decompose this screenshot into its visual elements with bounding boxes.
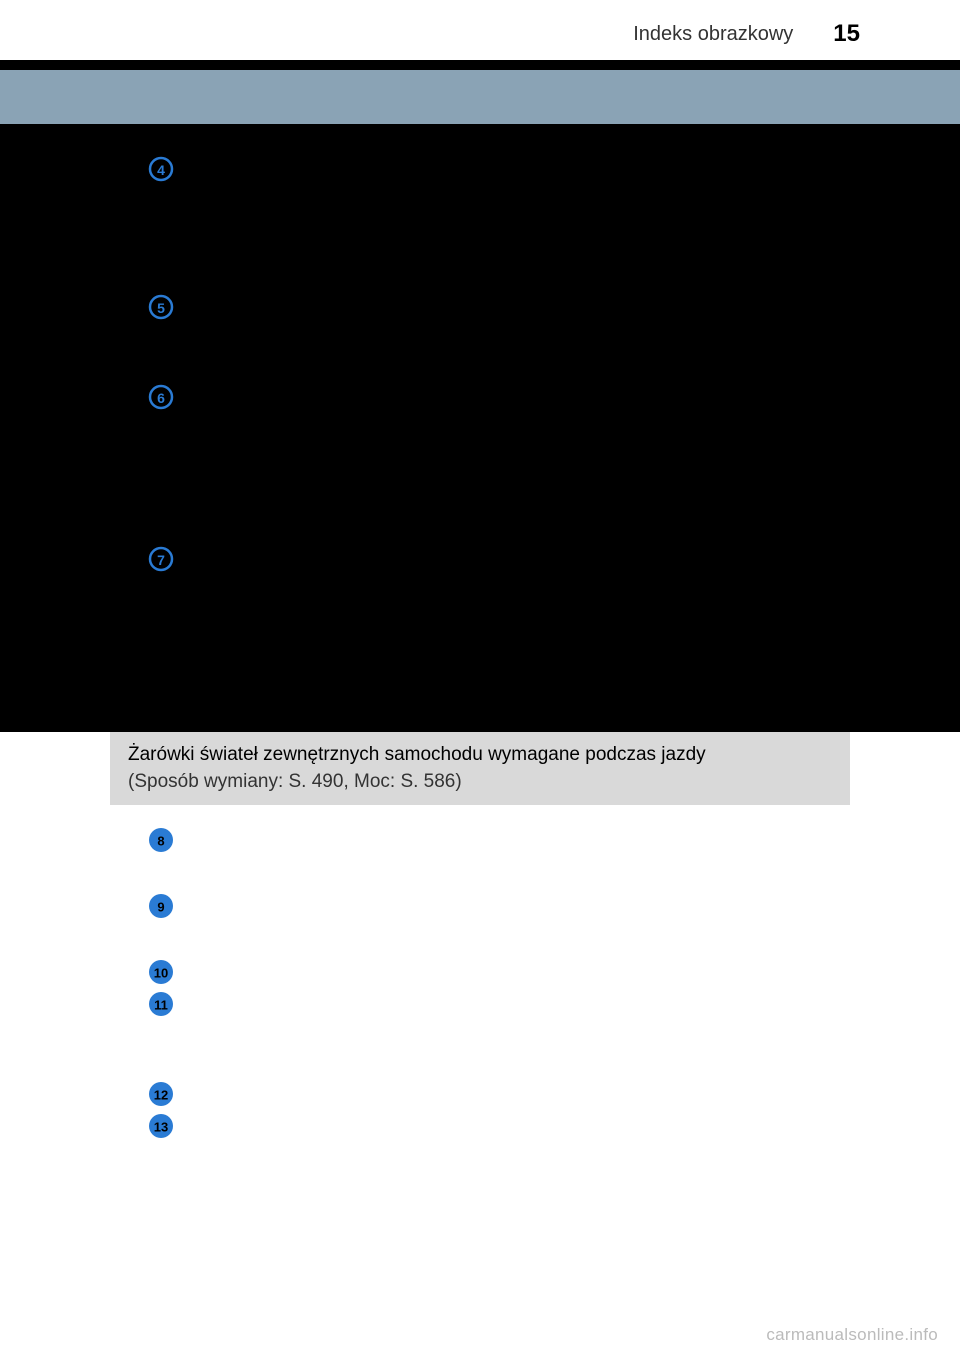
list-item: 5	[148, 292, 850, 320]
info-box-title: Żarówki świateł zewnętrznych samochodu w…	[128, 742, 832, 769]
item-text	[188, 1111, 850, 1137]
section-blue-bar	[0, 70, 960, 124]
list-item: 12	[148, 1079, 850, 1107]
info-box-subtitle: (Sposób wymiany: S. 490, Moc: S. 586)	[128, 769, 832, 796]
svg-text:5: 5	[157, 300, 165, 316]
svg-text:7: 7	[157, 552, 165, 568]
item-text	[188, 1079, 850, 1105]
svg-text:11: 11	[154, 998, 168, 1013]
sub-lines	[188, 1021, 850, 1069]
svg-text:4: 4	[157, 162, 165, 178]
badge-7-icon: 7	[148, 546, 174, 572]
sub-lines	[188, 414, 850, 534]
list-item: 6	[148, 382, 850, 410]
svg-text:12: 12	[154, 1088, 168, 1103]
top-content-region: 4 5 6 7	[0, 124, 960, 732]
sub-lines	[188, 576, 850, 648]
list-item: 7	[148, 544, 850, 572]
bottom-content-region: 8 9 10 11 12	[0, 805, 960, 1163]
sub-lines	[188, 857, 850, 881]
page-header: Indeks obrazkowy 15	[0, 0, 960, 60]
item-text	[188, 154, 850, 180]
badge-11-icon: 11	[148, 991, 174, 1017]
badge-9-icon: 9	[148, 893, 174, 919]
list-item: 10	[148, 957, 850, 985]
svg-text:9: 9	[157, 900, 164, 915]
badge-6-icon: 6	[148, 384, 174, 410]
watermark-text: carmanualsonline.info	[766, 1325, 938, 1345]
badge-13-icon: 13	[148, 1113, 174, 1139]
svg-text:8: 8	[157, 834, 164, 849]
list-item: 8	[148, 825, 850, 853]
list-item: 4	[148, 154, 850, 182]
sub-lines	[188, 923, 850, 947]
item-text	[188, 544, 850, 570]
badge-8-icon: 8	[148, 827, 174, 853]
divider-black	[0, 60, 960, 70]
list-item: 11	[148, 989, 850, 1017]
sub-lines	[188, 324, 850, 372]
list-item: 13	[148, 1111, 850, 1139]
svg-text:6: 6	[157, 390, 165, 406]
item-text	[188, 825, 850, 851]
item-text	[188, 989, 850, 1015]
header-title: Indeks obrazkowy	[633, 23, 793, 46]
page-number: 15	[833, 20, 860, 48]
item-text	[188, 292, 850, 318]
item-text	[188, 382, 850, 408]
badge-4-icon: 4	[148, 156, 174, 182]
svg-text:10: 10	[154, 966, 168, 981]
info-box: Żarówki świateł zewnętrznych samochodu w…	[110, 732, 850, 805]
badge-10-icon: 10	[148, 959, 174, 985]
list-item: 9	[148, 891, 850, 919]
sub-lines	[188, 186, 850, 282]
item-text	[188, 957, 850, 983]
badge-5-icon: 5	[148, 294, 174, 320]
badge-12-icon: 12	[148, 1081, 174, 1107]
item-text	[188, 891, 850, 917]
svg-text:13: 13	[154, 1120, 168, 1135]
